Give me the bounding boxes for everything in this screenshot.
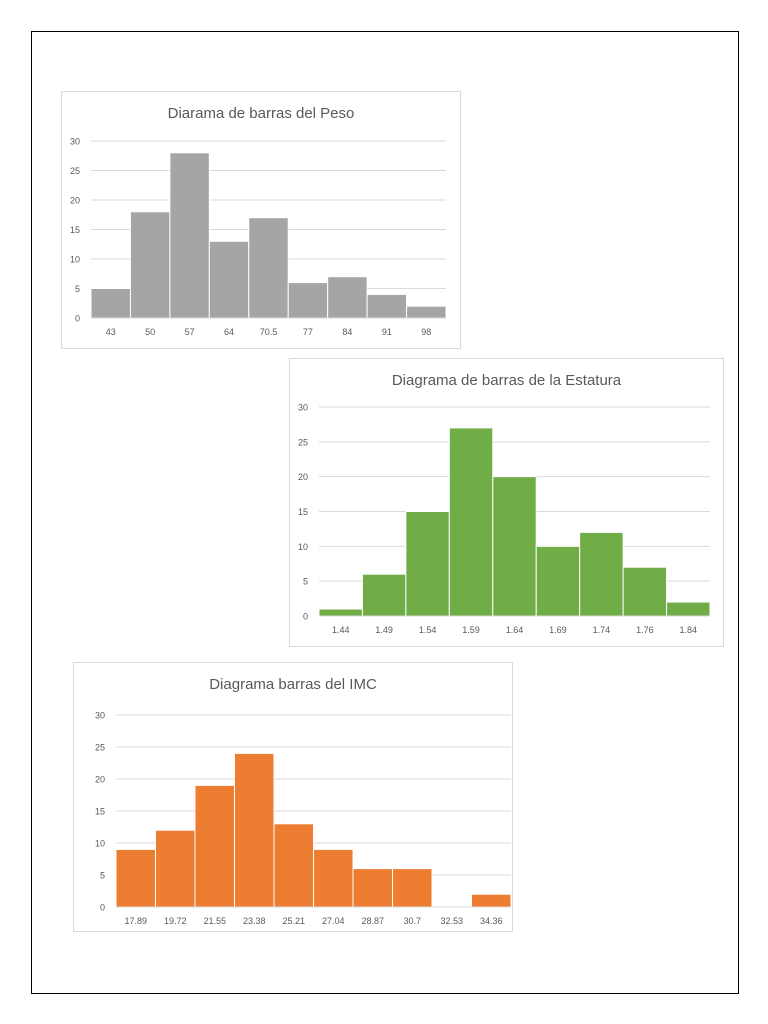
bar [169,152,210,319]
bar [155,829,196,908]
bar [406,305,447,319]
x-tick-label: 70.5 [260,327,278,337]
y-tick-label: 5 [100,871,105,881]
bar [90,288,131,319]
bar [579,531,624,617]
y-tick-label: 20 [70,196,80,206]
y-tick-label: 5 [303,577,308,587]
x-tick-label: 27.04 [322,916,345,926]
document-page [31,31,739,994]
imc-plot: 0 5 10 15 20 25 30 17.89 19.72 21.55 23.38 25.21 27.… [95,711,512,926]
x-tick-label: 98 [421,327,431,337]
chart-title: Diagrama barras del IMC [209,676,377,693]
x-tick-label: 32.53 [440,916,463,926]
x-tick-label: 1.54 [419,625,437,635]
y-tick-label: 30 [70,137,80,147]
bar [287,282,329,319]
bar [492,476,537,617]
x-tick-label: 1.64 [506,625,524,635]
bar [535,545,581,617]
bar [327,276,368,319]
x-tick-label: 23.38 [243,916,266,926]
bar [234,752,275,908]
bar [622,566,668,617]
bar [194,784,235,908]
y-tick-label: 0 [303,612,308,622]
x-tick-label: 57 [185,327,195,337]
x-tick-label: 19.72 [164,916,187,926]
y-tick-label: 10 [298,542,308,552]
peso-chart: Diarama de barras del Peso 0 5 10 15 20 25 30 4… [61,91,461,349]
y-tick-label: 10 [70,255,80,265]
y-tick-label: 20 [95,775,105,785]
x-tick-label: 84 [342,327,352,337]
y-tick-label: 25 [95,743,105,753]
x-tick-label: 17.89 [124,916,147,926]
bar [666,601,711,617]
x-tick-label: 1.59 [462,625,480,635]
y-tick-label: 25 [298,437,308,447]
y-tick-label: 15 [70,225,80,235]
bar [273,823,314,908]
chart-title: Diarama de barras del Peso [167,105,355,122]
bar [248,217,289,319]
x-tick-label: 21.55 [203,916,226,926]
bar [352,868,393,908]
chart-title: Diagrama de barras de la Estatura [391,372,622,389]
x-tick-label: 25.21 [282,916,305,926]
y-tick-label: 5 [75,284,80,294]
y-tick-label: 0 [100,903,105,913]
x-tick-label: 1.74 [593,625,611,635]
x-tick-label: 1.49 [375,625,393,635]
peso-plot: 0 5 10 15 20 25 30 43 50 57 64 70.5 77 84 91 98 [70,137,447,337]
x-tick-label: 64 [224,327,234,337]
x-tick-label: 1.84 [680,625,698,635]
bar [208,240,250,319]
bar [366,293,408,319]
x-tick-label: 91 [382,327,392,337]
imc-chart: Diagrama barras del IMC 0 5 10 15 20 25 30 17.8… [73,662,513,932]
bar [392,868,433,908]
x-tick-label: 50 [145,327,155,337]
y-tick-label: 15 [298,507,308,517]
y-tick-label: 30 [95,711,105,721]
y-tick-label: 30 [298,403,308,413]
y-tick-label: 15 [95,807,105,817]
bar [318,608,363,617]
x-tick-label: 43 [106,327,116,337]
x-tick-label: 1.76 [636,625,654,635]
y-tick-label: 20 [298,472,308,482]
estatura-chart: Diagrama de barras de la Estatura 0 5 10 15… [289,358,724,647]
bar [129,211,171,319]
x-tick-label: 77 [303,327,313,337]
y-tick-label: 10 [95,839,105,849]
x-tick-label: 34.36 [480,916,503,926]
bar [471,893,512,908]
x-tick-label: 28.87 [361,916,384,926]
estatura-plot: 0 5 10 15 20 25 30 1.44 1.49 1.54 1.59 1.64 1.69 1.74… [298,403,711,635]
x-tick-label: 1.69 [549,625,567,635]
bar [313,848,354,908]
x-tick-label: 1.44 [332,625,350,635]
y-tick-label: 25 [70,166,80,176]
bar [405,511,450,617]
y-tick-label: 0 [75,314,80,324]
bar [115,848,156,908]
bar [448,427,494,617]
x-tick-label: 30.7 [403,916,421,926]
bar [361,573,407,617]
